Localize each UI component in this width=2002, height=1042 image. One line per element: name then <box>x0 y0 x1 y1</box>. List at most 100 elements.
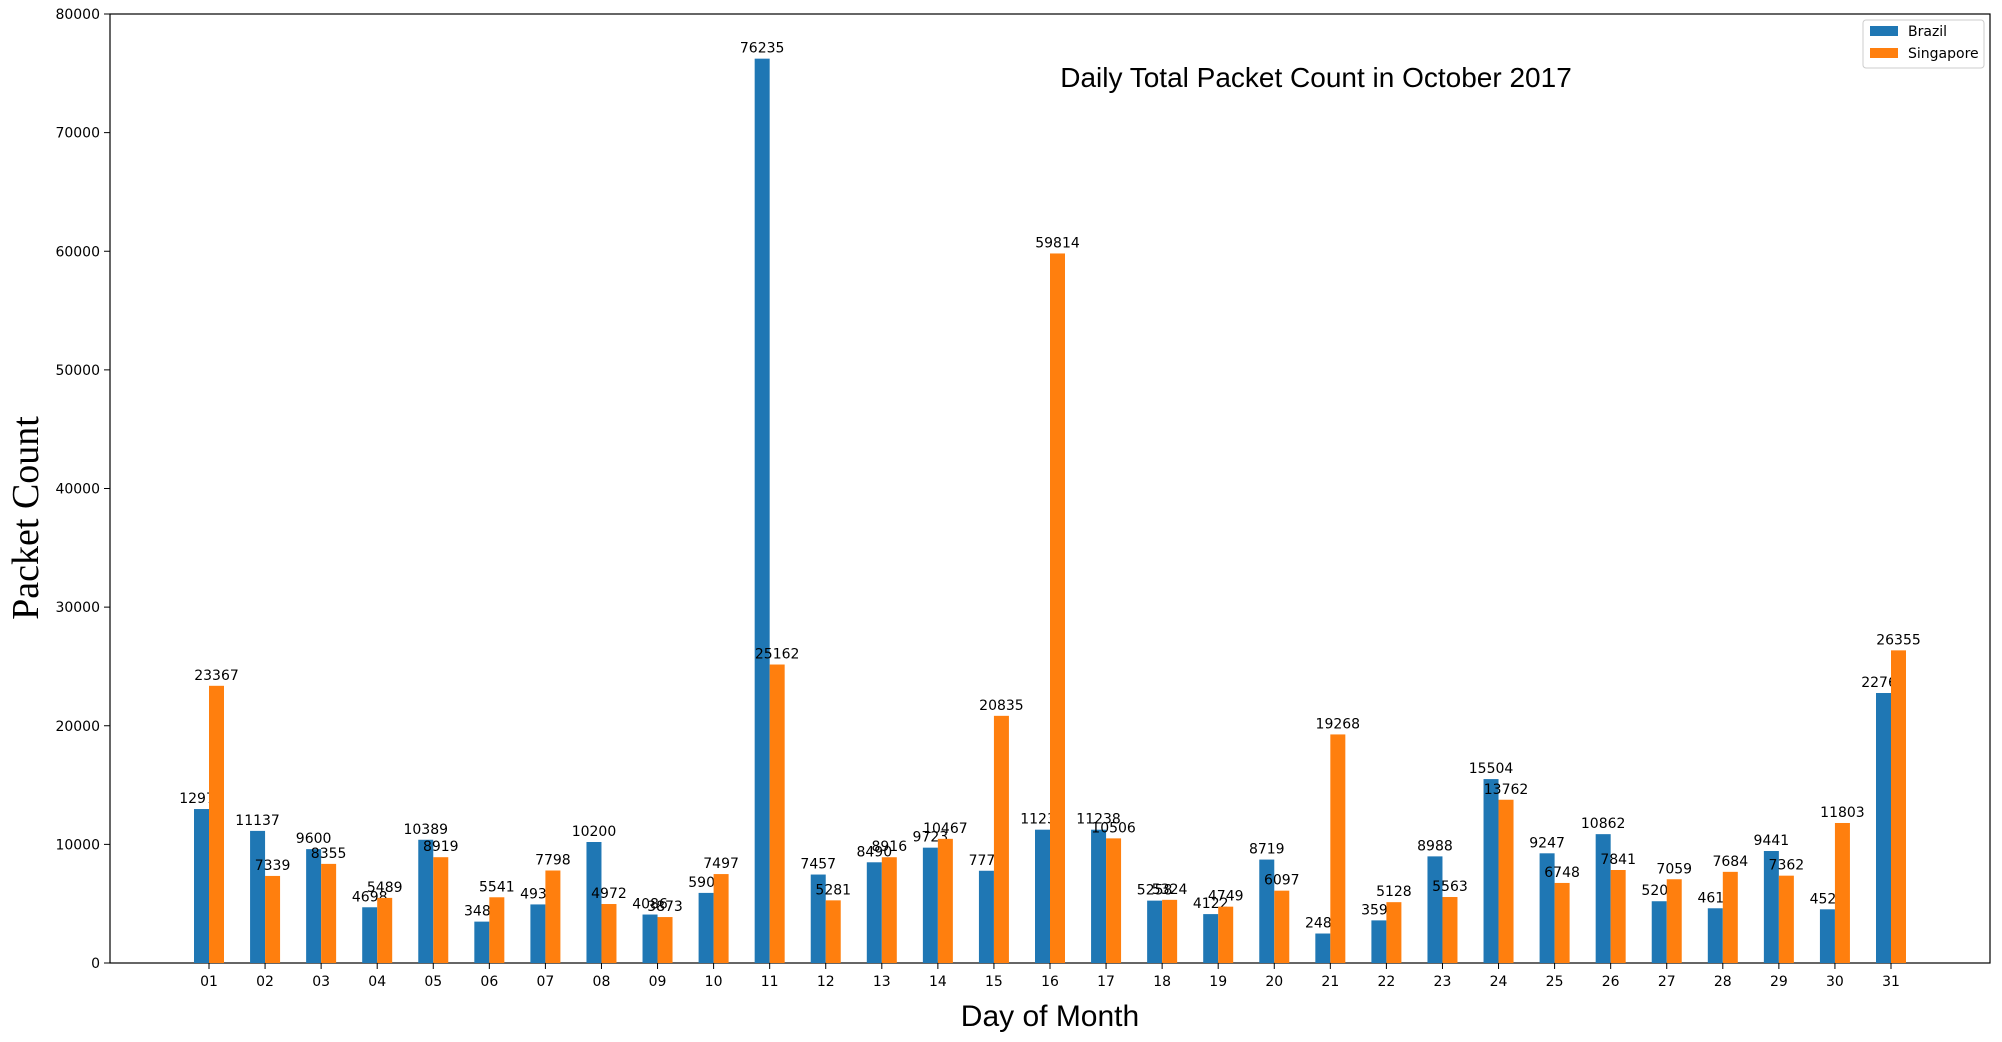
data-label-brazil-17: 11238 <box>1076 812 1121 828</box>
bar-brazil-17 <box>1091 829 1107 963</box>
x-tick-label-25: 25 <box>1546 974 1564 990</box>
y-tick-label-20000: 20000 <box>55 719 100 735</box>
data-label-singapore-05: 8919 <box>423 839 459 855</box>
data-label-singapore-08: 4972 <box>591 886 627 902</box>
bar-singapore-24 <box>1498 799 1514 963</box>
data-label-singapore-21: 19268 <box>1316 716 1361 732</box>
x-tick-label-05: 05 <box>424 974 442 990</box>
data-label-singapore-26: 7841 <box>1600 852 1636 868</box>
x-tick-label-06: 06 <box>480 974 498 990</box>
bar-singapore-01 <box>209 685 224 963</box>
x-tick-label-12: 12 <box>817 974 835 990</box>
x-tick-label-19: 19 <box>1209 974 1227 990</box>
data-label-brazil-08: 10200 <box>572 824 617 840</box>
bar-singapore-18 <box>1162 899 1178 963</box>
bar-singapore-17 <box>1106 838 1122 963</box>
data-label-singapore-31: 26355 <box>1876 632 1921 648</box>
x-tick-label-27: 27 <box>1658 974 1676 990</box>
bar-brazil-15 <box>978 870 994 963</box>
bar-singapore-22 <box>1386 902 1402 963</box>
data-label-singapore-23: 5563 <box>1432 879 1468 895</box>
data-label-brazil-25: 9247 <box>1529 835 1565 851</box>
data-label-brazil-29: 9441 <box>1754 833 1790 849</box>
bar-singapore-04 <box>377 897 393 963</box>
data-label-singapore-06: 5541 <box>479 879 515 895</box>
y-tick-label-80000: 80000 <box>55 7 100 23</box>
x-tick-label-15: 15 <box>985 974 1003 990</box>
bar-singapore-23 <box>1442 897 1458 963</box>
bar-singapore-20 <box>1274 890 1290 963</box>
y-tick-label-10000: 10000 <box>55 837 100 853</box>
data-label-brazil-26: 10862 <box>1581 816 1626 832</box>
data-label-singapore-27: 7059 <box>1656 861 1692 877</box>
x-tick-label-22: 22 <box>1377 974 1395 990</box>
bar-singapore-26 <box>1610 869 1626 963</box>
y-tick-label-50000: 50000 <box>55 363 100 379</box>
bar-singapore-05 <box>433 857 449 963</box>
x-tick-label-02: 02 <box>256 974 274 990</box>
bar-brazil-05 <box>418 839 434 963</box>
x-tick-label-28: 28 <box>1714 974 1732 990</box>
data-label-brazil-05: 10389 <box>403 822 448 838</box>
legend: Brazil Singapore <box>1862 19 1985 69</box>
bar-singapore-14 <box>937 838 953 963</box>
data-label-brazil-20: 8719 <box>1249 842 1285 858</box>
x-tick-label-08: 08 <box>593 974 611 990</box>
data-label-singapore-01: 23367 <box>194 668 239 684</box>
y-tick-label-70000: 70000 <box>55 126 100 142</box>
bar-brazil-28 <box>1707 908 1723 963</box>
x-tick-label-03: 03 <box>312 974 330 990</box>
data-label-brazil-12: 7457 <box>800 857 836 873</box>
data-label-brazil-13: 8490 <box>856 844 892 860</box>
bar-brazil-23 <box>1427 856 1443 963</box>
data-label-singapore-30: 11803 <box>1820 805 1865 821</box>
data-label-brazil-23: 8988 <box>1417 838 1453 854</box>
data-label-brazil-02: 11137 <box>235 813 280 829</box>
bar-brazil-08 <box>586 842 602 963</box>
bar-brazil-12 <box>810 874 826 963</box>
bar-brazil-18 <box>1147 900 1163 963</box>
bar-brazil-14 <box>922 847 938 963</box>
x-tick-label-16: 16 <box>1041 974 1059 990</box>
data-label-singapore-18: 5324 <box>1152 882 1188 898</box>
x-tick-label-26: 26 <box>1602 974 1620 990</box>
bar-brazil-02 <box>250 830 266 963</box>
x-tick-label-30: 30 <box>1826 974 1844 990</box>
bar-brazil-16 <box>1035 829 1050 963</box>
data-label-brazil-03: 9600 <box>296 831 332 847</box>
legend-swatch-brazil <box>1870 26 1898 36</box>
x-tick-label-11: 11 <box>761 974 779 990</box>
bar-singapore-07 <box>545 870 561 963</box>
x-tick-label-04: 04 <box>368 974 386 990</box>
bar-singapore-06 <box>489 897 505 963</box>
x-tick-label-07: 07 <box>536 974 554 990</box>
data-label-singapore-17: 10506 <box>1091 820 1136 836</box>
data-label-singapore-07: 7798 <box>535 853 571 869</box>
x-tick-label-14: 14 <box>929 974 947 990</box>
bar-brazil-01 <box>194 809 209 963</box>
bar-brazil-03 <box>306 849 322 963</box>
bar-singapore-10 <box>713 874 729 963</box>
x-tick-label-13: 13 <box>873 974 891 990</box>
bar-brazil-26 <box>1595 834 1611 963</box>
bar-singapore-21 <box>1330 734 1346 963</box>
y-axis-ticks: 0 10000 20000 30000 40000 50000 60000 70000 8000… <box>55 7 110 972</box>
bar-singapore-19 <box>1218 906 1234 963</box>
data-label-singapore-02: 7339 <box>255 858 291 874</box>
bar-brazil-31 <box>1876 693 1891 963</box>
x-tick-label-29: 29 <box>1770 974 1788 990</box>
bar-brazil-09 <box>642 914 658 963</box>
bar-singapore-28 <box>1722 871 1738 963</box>
bar-singapore-27 <box>1666 879 1682 963</box>
data-label-singapore-12: 5281 <box>815 882 851 898</box>
bar-singapore-29 <box>1778 875 1794 963</box>
bar-singapore-09 <box>657 917 673 963</box>
data-label-singapore-15: 20835 <box>979 698 1024 714</box>
data-label-brazil-11: 76235 <box>740 41 785 57</box>
bar-brazil-11 <box>754 58 770 964</box>
bar-singapore-30 <box>1834 822 1850 963</box>
bar-brazil-30 <box>1819 909 1835 963</box>
bar-singapore-25 <box>1554 882 1570 963</box>
bar-brazil-19 <box>1203 914 1219 963</box>
